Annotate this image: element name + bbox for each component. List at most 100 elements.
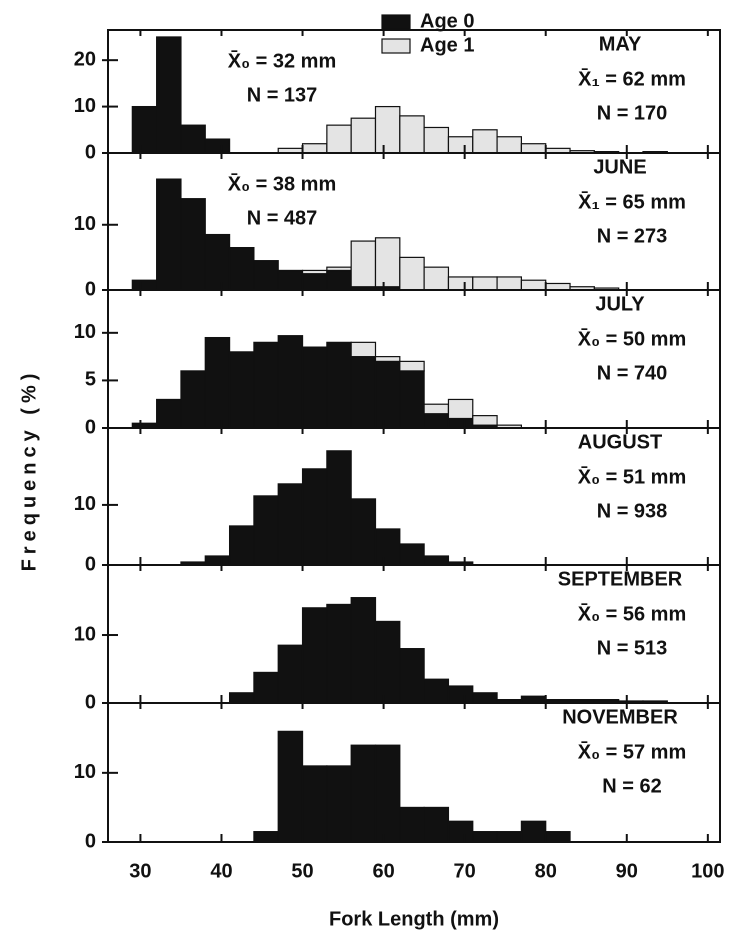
bar [520,820,547,843]
bar [301,346,328,429]
bar [496,831,523,843]
bar [423,806,450,843]
bar [423,126,450,154]
bar [496,136,523,154]
bar [472,692,498,704]
y-tick-label: 0 [85,416,96,438]
legend-swatch [381,38,411,54]
bar [374,105,401,154]
bar [447,820,474,843]
bar [423,403,450,415]
y-tick-label: 10 [74,761,96,783]
x-tick-label: 90 [616,860,638,882]
panel-title: MAY [599,33,642,55]
bar [374,620,401,704]
bar [228,525,255,566]
legend-label: Age 1 [420,34,474,56]
bar [326,269,352,291]
legend-swatch [381,14,411,30]
y-tick-label: 5 [85,369,96,391]
x-tick-label: 50 [291,860,313,882]
bar [277,730,304,843]
bar [496,276,523,291]
bar [399,543,425,566]
panel-note: N = 513 [597,637,668,659]
bar [228,246,255,291]
y-tick-label: 0 [85,830,96,852]
panel-note: N = 740 [597,362,668,384]
bar [204,555,231,566]
bar [228,692,255,704]
bar [520,695,547,704]
bar [277,269,304,291]
panel-title: AUGUST [578,431,662,453]
x-axis-label: Fork Length (mm) [329,908,499,930]
panel-note: X̄₀ = 50 mm [578,328,687,350]
bar [228,351,255,429]
bar [326,450,352,566]
bar [350,744,377,843]
panel-title: NOVEMBER [562,706,678,728]
bar [277,483,304,566]
bar [472,276,498,291]
bar [399,370,425,429]
bar [301,273,328,291]
bar [399,648,425,704]
x-tick-label: 70 [454,860,476,882]
y-axis-label: Frequency (%) [18,369,40,572]
x-tick-label: 60 [372,860,394,882]
y-tick-label: 10 [74,623,96,645]
bar [350,498,377,566]
panel-title: JULY [595,293,645,315]
bar [326,266,352,272]
bar [399,360,425,372]
bar [447,417,474,429]
y-tick-label: 10 [74,213,96,235]
bar [326,341,352,429]
bar [423,678,450,704]
bar [374,356,401,362]
bar [350,341,377,358]
bar [374,744,401,843]
bar [253,495,279,566]
bar [472,415,498,426]
panel-note: X̄₀ = 32 mm [228,50,337,72]
y-tick-label: 20 [74,48,96,70]
bar [204,336,231,429]
bar [204,138,231,154]
bar [131,279,158,291]
bar [156,36,182,154]
bar [520,143,547,154]
bar [131,105,158,154]
y-tick-label: 0 [85,141,96,163]
panel-note: X̄₀ = 57 mm [578,741,687,763]
bar [301,269,328,275]
legend-label: Age 0 [420,10,474,32]
bar [350,356,377,429]
bar [326,603,352,704]
bar [399,806,425,843]
bar [301,143,328,154]
panel-note: N = 62 [602,775,661,797]
panel-note: X̄₀ = 51 mm [578,466,687,488]
bar [277,335,304,429]
panel-note: X̄₁ = 62 mm [578,68,686,90]
y-tick-label: 10 [74,321,96,343]
bar [520,279,547,291]
bar [545,831,571,843]
bar [423,555,450,566]
bar [180,198,206,291]
panel-note: N = 170 [597,102,668,124]
bar [374,360,401,429]
bar [156,398,182,429]
x-tick-label: 100 [691,860,724,882]
bar [399,256,425,291]
bar [472,129,498,154]
panel-note: X̄₀ = 38 mm [228,173,337,195]
bar [350,240,377,288]
bar [277,644,304,704]
bar [374,237,401,288]
x-tick-label: 40 [210,860,232,882]
bar [180,370,206,429]
